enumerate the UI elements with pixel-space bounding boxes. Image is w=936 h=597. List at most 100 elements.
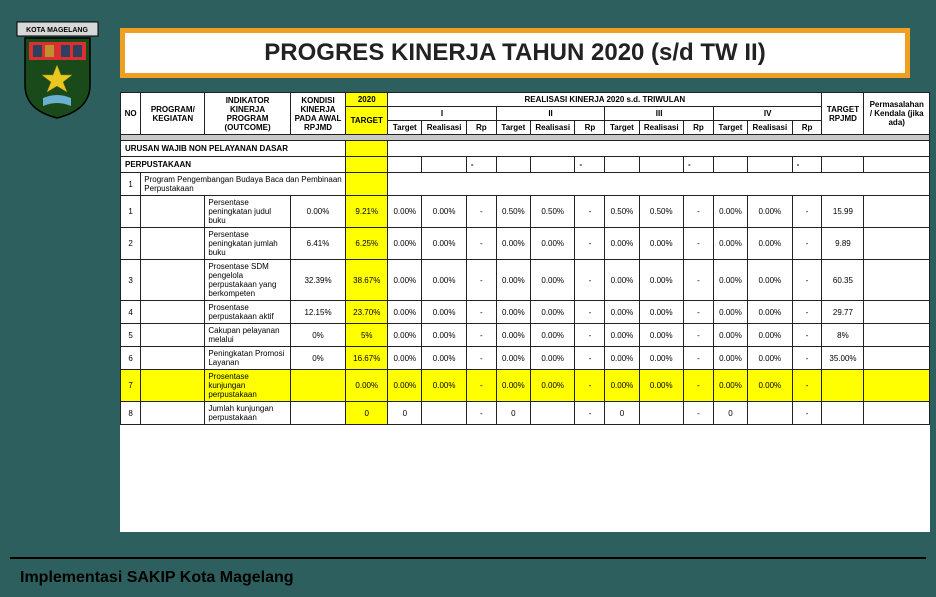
row-q9: 0.00% xyxy=(713,301,747,324)
row-q5: - xyxy=(575,324,605,347)
row-q3: 0.00% xyxy=(496,260,530,301)
row-q7: 0.00% xyxy=(639,324,684,347)
row-q9: 0.00% xyxy=(713,260,747,301)
row-indicator: Prosentase kunjungan perpustakaan xyxy=(205,370,290,402)
row-q1 xyxy=(422,402,467,425)
page-title: PROGRES KINERJA TAHUN 2020 (s/d TW II) xyxy=(264,39,765,67)
row-q7: 0.00% xyxy=(639,301,684,324)
row-q11: - xyxy=(792,324,822,347)
sub-realisasi: Realisasi xyxy=(639,121,684,135)
row-perma xyxy=(864,228,930,260)
row-perma xyxy=(864,347,930,370)
row-q9: 0.00% xyxy=(713,228,747,260)
row-kondisi: 32.39% xyxy=(290,260,346,301)
row-no: 1 xyxy=(121,196,141,228)
row-q4: 0.00% xyxy=(530,347,575,370)
row-indicator: Peningkatan Promosi Layanan xyxy=(205,347,290,370)
sub-rp: Rp xyxy=(575,121,605,135)
row-q3: 0.50% xyxy=(496,196,530,228)
table-row: 7Prosentase kunjungan perpustakaan0.00%0… xyxy=(121,370,930,402)
row-no: 6 xyxy=(121,347,141,370)
col-no: NO xyxy=(121,93,141,135)
row-q5: - xyxy=(575,196,605,228)
row-prog xyxy=(141,196,205,228)
row-rpjmd: 29.77 xyxy=(822,301,864,324)
row-indicator: Persentase peningkatan jumlah buku xyxy=(205,228,290,260)
row-q1: 0.00% xyxy=(422,228,467,260)
row-q3: 0.00% xyxy=(496,228,530,260)
row-rpjmd xyxy=(822,402,864,425)
row-q5: - xyxy=(575,228,605,260)
row-q1: 0.00% xyxy=(422,347,467,370)
footer-text: Implementasi SAKIP Kota Magelang xyxy=(20,569,294,587)
row-q4: 0.50% xyxy=(530,196,575,228)
row-target: 0.00% xyxy=(346,370,388,402)
row-q7: 0.00% xyxy=(639,347,684,370)
table-row: 8Jumlah kunjungan perpustakaan00-0-0-0- xyxy=(121,402,930,425)
col-program: PROGRAM/ KEGIATAN xyxy=(141,93,205,135)
row-perma xyxy=(864,196,930,228)
progress-table: NO PROGRAM/ KEGIATAN INDIKATOR KINERJA P… xyxy=(120,92,930,425)
row-rpjmd: 9.89 xyxy=(822,228,864,260)
col-target-rpjmd: TARGET RPJMD xyxy=(822,93,864,135)
row-q5: - xyxy=(575,370,605,402)
row-q1: 0.00% xyxy=(422,196,467,228)
row-prog xyxy=(141,301,205,324)
sub-target: Target xyxy=(605,121,639,135)
row-indicator: Persentase peningkatan judul buku xyxy=(205,196,290,228)
row-rpjmd: 8% xyxy=(822,324,864,347)
sub-target: Target xyxy=(713,121,747,135)
row-q8: - xyxy=(684,260,714,301)
row-perma xyxy=(864,260,930,301)
row-q8: - xyxy=(684,347,714,370)
row-indicator: Prosentase SDM pengelola perpustakaan ya… xyxy=(205,260,290,301)
row-perma xyxy=(864,324,930,347)
table-row: 2Persentase peningkatan jumlah buku6.41%… xyxy=(121,228,930,260)
row-q11: - xyxy=(792,347,822,370)
col-perma: Permasalahan / Kendala (jika ada) xyxy=(864,93,930,135)
row-q8: - xyxy=(684,402,714,425)
row-q8: - xyxy=(684,370,714,402)
row-q11: - xyxy=(792,196,822,228)
row-q4: 0.00% xyxy=(530,228,575,260)
col-2020: 2020 xyxy=(346,93,388,107)
row-target: 9.21% xyxy=(346,196,388,228)
row-indicator: Prosentase perpustakaan aktif xyxy=(205,301,290,324)
row-kondisi: 0% xyxy=(290,324,346,347)
section-row: URUSAN WAJIB NON PELAYANAN DASAR xyxy=(121,141,930,157)
sub-realisasi: Realisasi xyxy=(422,121,467,135)
row-q6: 0.00% xyxy=(605,301,639,324)
row-q1: 0.00% xyxy=(422,260,467,301)
row-q1: 0.00% xyxy=(422,301,467,324)
program-name: Program Pengembangan Budaya Baca dan Pem… xyxy=(141,173,346,196)
row-target: 0 xyxy=(346,402,388,425)
table-row: 6Peningkatan Promosi Layanan0%16.67%0.00… xyxy=(121,347,930,370)
row-no: 4 xyxy=(121,301,141,324)
col-q4: IV xyxy=(713,107,822,121)
row-q10: 0.00% xyxy=(748,301,793,324)
row-q11: - xyxy=(792,228,822,260)
sub-realisasi: Realisasi xyxy=(748,121,793,135)
row-rpjmd: 35.00% xyxy=(822,347,864,370)
row-q10: 0.00% xyxy=(748,324,793,347)
row-q10: 0.00% xyxy=(748,260,793,301)
row-q9: 0.00% xyxy=(713,324,747,347)
row-perma xyxy=(864,301,930,324)
row-q5: - xyxy=(575,347,605,370)
row-q2: - xyxy=(466,228,496,260)
row-q7: 0.00% xyxy=(639,228,684,260)
table-header: NO PROGRAM/ KEGIATAN INDIKATOR KINERJA P… xyxy=(121,93,930,135)
row-q0: 0.00% xyxy=(388,260,422,301)
col-q1: I xyxy=(388,107,497,121)
row-q6: 0.00% xyxy=(605,370,639,402)
col-q3: III xyxy=(605,107,714,121)
row-q0: 0 xyxy=(388,402,422,425)
table-body: URUSAN WAJIB NON PELAYANAN DASAR PERPUST… xyxy=(121,135,930,425)
row-perma xyxy=(864,402,930,425)
col-realisasi-top: REALISASI KINERJA 2020 s.d. TRIWULAN xyxy=(388,93,822,107)
row-q8: - xyxy=(684,324,714,347)
row-target: 23.70% xyxy=(346,301,388,324)
row-q9: 0.00% xyxy=(713,196,747,228)
row-kondisi: 12.15% xyxy=(290,301,346,324)
row-prog xyxy=(141,370,205,402)
